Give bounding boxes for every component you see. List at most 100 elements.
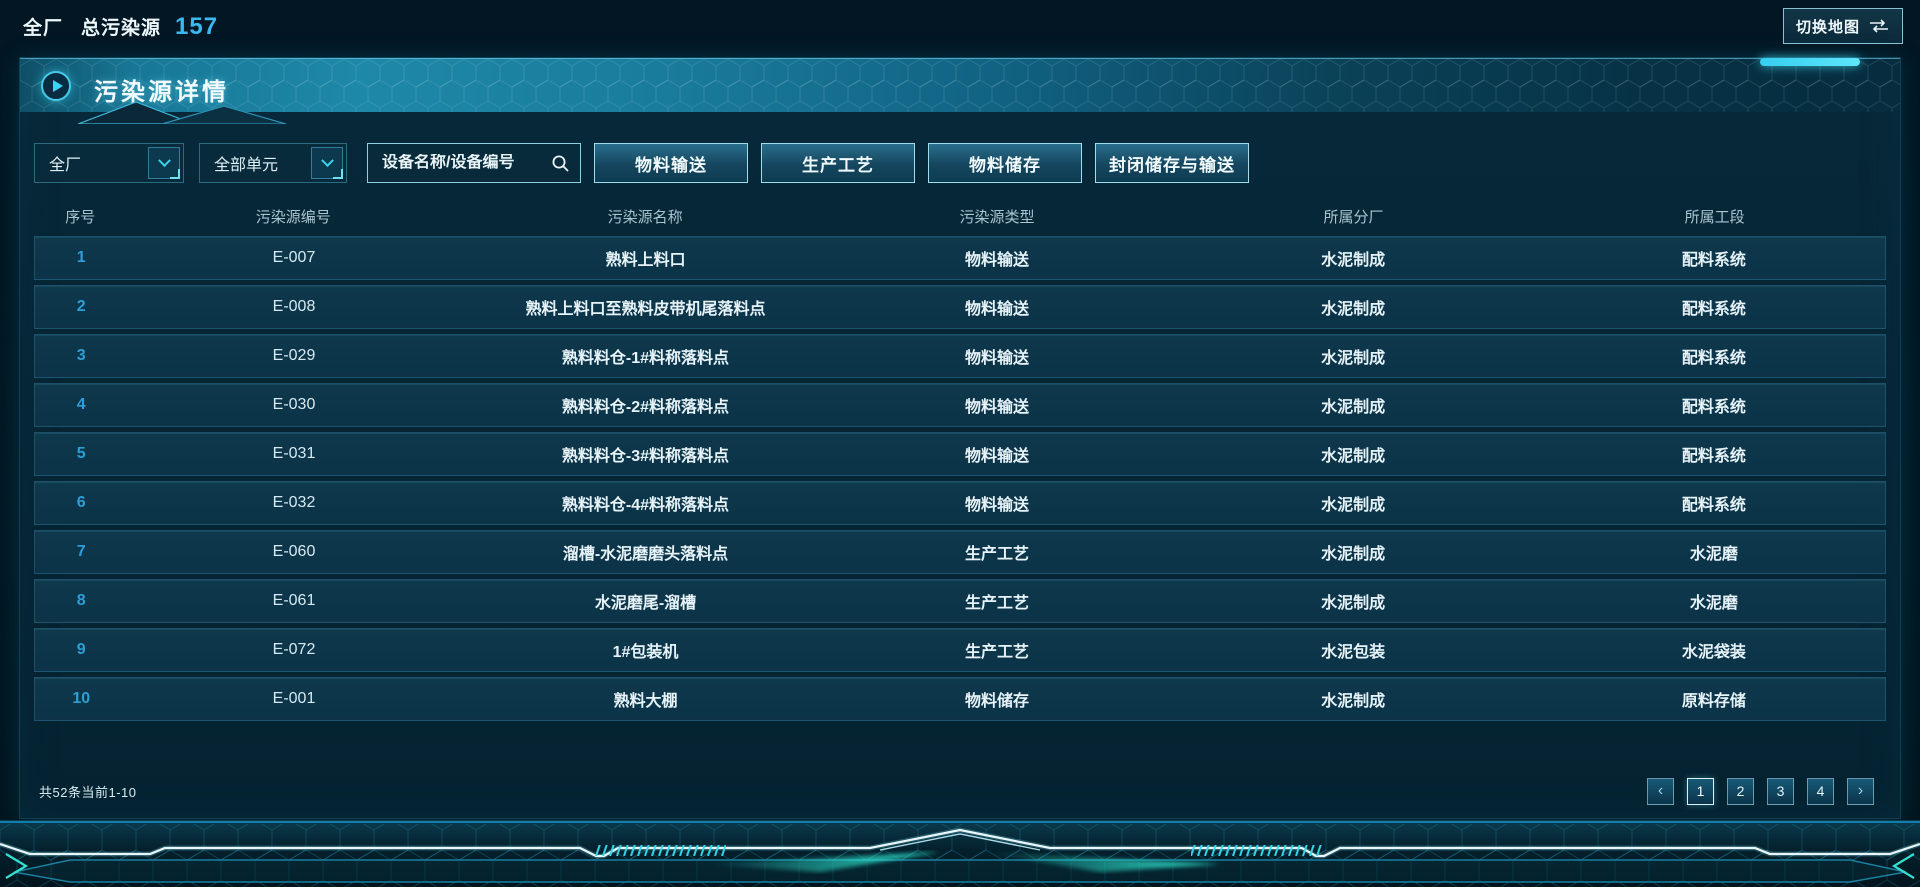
table-row[interactable]: 7 E-060 溜槽-水泥磨磨头落料点 生产工艺 水泥制成 水泥磨 (34, 530, 1886, 574)
total-sources-label: 总污染源 (81, 18, 162, 39)
switch-map-label: 切换地图 (1795, 18, 1860, 36)
page-button-1[interactable]: 1 (1687, 777, 1714, 805)
play-icon (40, 70, 72, 102)
cell-type: 物料输送 (964, 399, 1029, 416)
cell-plant: 水泥制成 (1321, 301, 1386, 318)
table-row[interactable]: 2 E-008 熟料上料口至熟料皮带机尾落料点 物料输送 水泥制成 配料系统 (34, 285, 1886, 329)
cell-section: 配料系统 (1681, 399, 1746, 416)
cell-type: 物料输送 (964, 301, 1029, 318)
filter-closed-storage-transport-button[interactable]: 封闭储存与输送 (1095, 143, 1249, 183)
cell-type: 物料输送 (964, 350, 1029, 367)
plant-select[interactable]: 全厂 (34, 143, 184, 183)
table-row[interactable]: 10 E-001 熟料大棚 物料储存 水泥制成 原料存储 (34, 677, 1886, 721)
pollution-detail-panel: 污染源详情 全厂 全部单元 (19, 57, 1901, 819)
page-button-3[interactable]: 3 (1767, 777, 1794, 805)
filter-material-storage-button[interactable]: 物料储存 (928, 143, 1082, 183)
cell-section: 配料系统 (1681, 301, 1746, 318)
hexagon-pattern (20, 59, 1900, 112)
table-body: 1 E-007 熟料上料口 物料输送 水泥制成 配料系统 2 E-008 熟料上… (34, 236, 1886, 721)
table-row[interactable]: 8 E-061 水泥磨尾-溜槽 生产工艺 水泥制成 水泥磨 (34, 579, 1886, 623)
switch-map-button[interactable]: 切换地图 (1782, 8, 1903, 44)
swap-arrows-icon (1870, 19, 1888, 33)
column-header-section: 所属工段 (1684, 208, 1745, 226)
cell-name: 熟料大棚 (613, 693, 678, 710)
cell-seq: 10 (72, 690, 91, 707)
total-sources-group: 全厂 总污染源 157 (23, 13, 218, 41)
panel-header: 污染源详情 (20, 58, 1900, 124)
filter-production-process-button[interactable]: 生产工艺 (761, 143, 915, 183)
column-header-plant: 所属分厂 (1323, 208, 1384, 226)
search-icon[interactable] (551, 154, 570, 173)
plant-scope-label: 全厂 (23, 18, 64, 39)
column-header-type: 污染源类型 (959, 208, 1035, 226)
cell-code: E-031 (272, 445, 316, 462)
cell-code: E-072 (272, 641, 316, 658)
cell-section: 配料系统 (1681, 497, 1746, 514)
cell-section: 配料系统 (1681, 350, 1746, 367)
cell-seq: 1 (76, 249, 86, 266)
unit-select[interactable]: 全部单元 (199, 143, 347, 183)
cell-code: E-061 (272, 592, 316, 609)
cell-seq: 4 (76, 396, 86, 413)
cell-name: 熟料料仓-3#料称落料点 (561, 448, 730, 465)
next-page-button[interactable]: › (1847, 777, 1874, 805)
cell-code: E-060 (272, 543, 316, 560)
filter-bar: 全厂 全部单元 物料输送 生产工艺 物料储存 封闭储存与输送 (34, 143, 1886, 183)
table-row[interactable]: 4 E-030 熟料料仓-2#料称落料点 物料输送 水泥制成 配料系统 (34, 383, 1886, 427)
table-row[interactable]: 9 E-072 1#包装机 生产工艺 水泥包装 水泥袋装 (34, 628, 1886, 672)
unit-select-value: 全部单元 (214, 157, 279, 174)
cell-plant: 水泥制成 (1321, 448, 1386, 465)
cell-section: 水泥磨 (1689, 595, 1738, 612)
cell-type: 生产工艺 (964, 546, 1029, 563)
cell-plant: 水泥制成 (1321, 399, 1386, 416)
column-header-name: 污染源名称 (607, 208, 683, 226)
table-row[interactable]: 6 E-032 熟料料仓-4#料称落料点 物料输送 水泥制成 配料系统 (34, 481, 1886, 525)
chevron-down-icon[interactable] (148, 147, 180, 179)
page-button-4[interactable]: 4 (1807, 777, 1834, 805)
cell-type: 物料输送 (964, 448, 1029, 465)
cell-name: 熟料上料口至熟料皮带机尾落料点 (525, 301, 766, 318)
cell-section: 配料系统 (1681, 252, 1746, 269)
cell-seq: 5 (76, 445, 86, 462)
cell-section: 原料存储 (1681, 693, 1746, 710)
search-input[interactable] (382, 154, 551, 172)
page-button-2[interactable]: 2 (1727, 777, 1754, 805)
cell-name: 熟料料仓-1#料称落料点 (561, 350, 730, 367)
cell-name: 水泥磨尾-溜槽 (594, 595, 697, 612)
cell-type: 生产工艺 (964, 644, 1029, 661)
cell-plant: 水泥制成 (1321, 546, 1386, 563)
record-summary: 共52条当前1-10 (39, 784, 137, 800)
chevron-down-icon[interactable] (311, 147, 343, 179)
cell-plant: 水泥制成 (1321, 497, 1386, 514)
cell-seq: 9 (76, 641, 86, 658)
cell-plant: 水泥制成 (1321, 693, 1386, 710)
bottom-hud-decoration (0, 820, 1920, 887)
cell-plant: 水泥制成 (1321, 350, 1386, 367)
panel-title: 污染源详情 (94, 79, 229, 106)
plant-select-value: 全厂 (49, 157, 82, 174)
cell-code: E-008 (272, 298, 316, 315)
prev-page-button[interactable]: ‹ (1647, 777, 1674, 805)
filter-material-transport-button[interactable]: 物料输送 (594, 143, 748, 183)
cell-type: 物料输送 (964, 497, 1029, 514)
cell-name: 溜槽-水泥磨磨头落料点 (562, 546, 729, 563)
cell-seq: 8 (76, 592, 86, 609)
cell-plant: 水泥制成 (1321, 595, 1386, 612)
table-row[interactable]: 3 E-029 熟料料仓-1#料称落料点 物料输送 水泥制成 配料系统 (34, 334, 1886, 378)
cell-section: 水泥磨 (1689, 546, 1738, 563)
cell-seq: 6 (76, 494, 86, 511)
cell-name: 熟料料仓-4#料称落料点 (561, 497, 730, 514)
cell-plant: 水泥包装 (1321, 644, 1386, 661)
cell-type: 物料输送 (964, 252, 1029, 269)
top-bar: 全厂 总污染源 157 切换地图 (0, 0, 1920, 57)
table-row[interactable]: 1 E-007 熟料上料口 物料输送 水泥制成 配料系统 (34, 236, 1886, 280)
cell-seq: 7 (76, 543, 86, 560)
table-row[interactable]: 5 E-031 熟料料仓-3#料称落料点 物料输送 水泥制成 配料系统 (34, 432, 1886, 476)
cell-section: 配料系统 (1681, 448, 1746, 465)
search-box (367, 143, 581, 183)
pagination: ‹ 1 2 3 4 › (1647, 777, 1886, 805)
cell-plant: 水泥制成 (1321, 252, 1386, 269)
cell-code: E-029 (272, 347, 316, 364)
cell-name: 熟料上料口 (605, 252, 686, 269)
total-sources-value: 157 (175, 13, 219, 40)
